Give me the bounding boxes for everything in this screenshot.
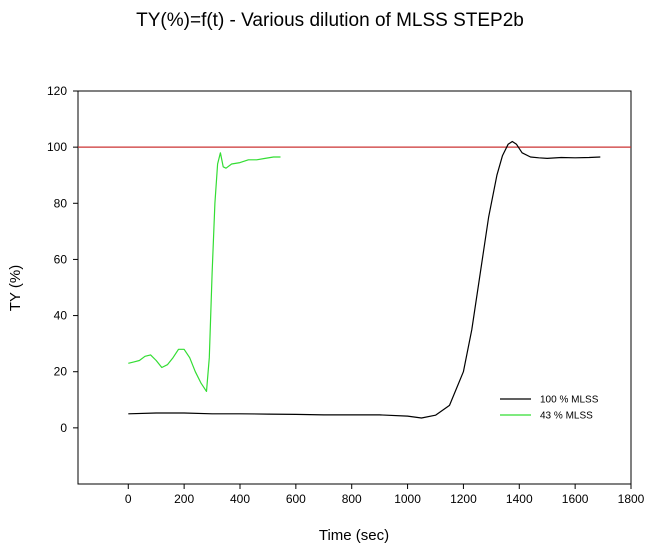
legend-label-1: 100 % MLSS: [540, 395, 599, 406]
series-layer: [128, 140, 601, 419]
y-tick-label: 100: [47, 140, 67, 154]
series-line-1: [128, 140, 601, 419]
y-tick-label: 0: [60, 421, 67, 435]
y-tick-label: 120: [47, 84, 67, 98]
legend: 100 % MLSS 43 % MLSS: [500, 395, 599, 422]
chart-title: TY(%)=f(t) - Various dilution of MLSS ST…: [136, 10, 524, 31]
x-tick-label: 200: [174, 492, 194, 506]
x-tick-label: 1800: [618, 492, 645, 506]
y-axis-title: TY (%): [7, 265, 24, 311]
axis-ticks: 0 200 400 600 800 1000 1200 1400 1600 1800 0 20 40 60…: [47, 84, 645, 506]
x-tick-label: 1000: [394, 492, 421, 506]
series-line-2: [128, 152, 281, 392]
x-tick-label: 1400: [506, 492, 533, 506]
x-tick-label: 1600: [562, 492, 589, 506]
y-tick-label: 40: [54, 309, 68, 323]
x-tick-label: 600: [286, 492, 306, 506]
x-tick-label: 800: [342, 492, 362, 506]
plot-area-frame: [77, 90, 632, 485]
y-tick-label: 20: [54, 365, 68, 379]
x-tick-label: 1200: [450, 492, 477, 506]
x-tick-label: 400: [230, 492, 250, 506]
x-axis-title: Time (sec): [319, 527, 389, 544]
y-tick-label: 60: [54, 252, 68, 266]
legend-label-2: 43 % MLSS: [540, 411, 593, 422]
y-tick-label: 80: [54, 196, 68, 210]
x-tick-label: 0: [125, 492, 132, 506]
